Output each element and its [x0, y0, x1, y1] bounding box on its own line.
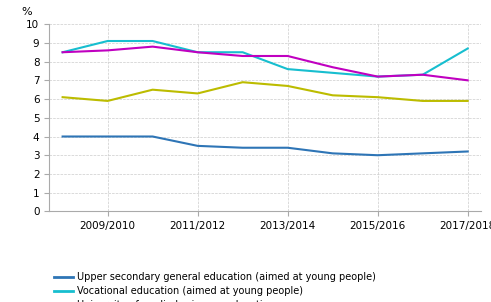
Legend: Upper secondary general education (aimed at young people), Vocational education : Upper secondary general education (aimed…	[54, 272, 376, 302]
Text: %: %	[21, 7, 31, 17]
